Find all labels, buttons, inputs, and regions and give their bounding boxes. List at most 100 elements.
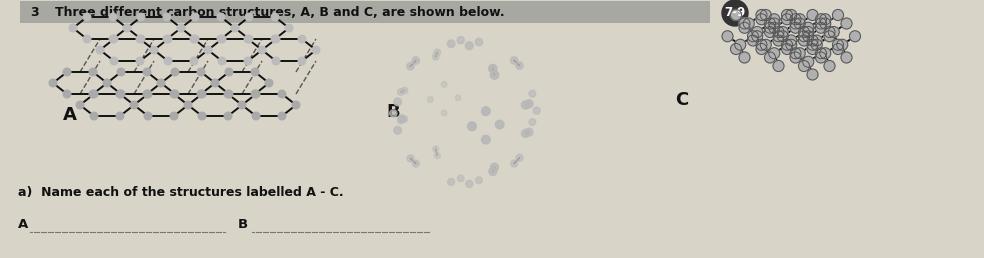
- Circle shape: [522, 130, 529, 138]
- Circle shape: [170, 90, 178, 98]
- Circle shape: [511, 160, 518, 167]
- Circle shape: [820, 48, 830, 59]
- Circle shape: [829, 27, 839, 37]
- Text: a)  Name each of the structures labelled A - C.: a) Name each of the structures labelled …: [18, 186, 343, 199]
- Circle shape: [756, 44, 767, 54]
- Circle shape: [212, 79, 218, 87]
- Circle shape: [231, 24, 239, 32]
- Circle shape: [807, 44, 818, 54]
- Circle shape: [278, 90, 285, 98]
- Circle shape: [841, 18, 852, 29]
- Circle shape: [164, 35, 172, 43]
- Circle shape: [748, 31, 759, 42]
- Circle shape: [117, 68, 125, 76]
- Circle shape: [190, 35, 198, 43]
- Circle shape: [816, 22, 827, 33]
- Text: C: C: [675, 91, 689, 109]
- Circle shape: [398, 115, 406, 123]
- Circle shape: [103, 79, 111, 87]
- Circle shape: [769, 14, 779, 25]
- Circle shape: [394, 98, 401, 106]
- Circle shape: [84, 13, 91, 21]
- Circle shape: [798, 31, 810, 42]
- Circle shape: [786, 39, 797, 50]
- Circle shape: [781, 14, 792, 25]
- Circle shape: [136, 57, 144, 65]
- Circle shape: [266, 79, 273, 87]
- Circle shape: [832, 44, 843, 54]
- Circle shape: [448, 179, 455, 186]
- Circle shape: [761, 10, 771, 20]
- Circle shape: [794, 48, 805, 59]
- Circle shape: [756, 14, 767, 25]
- Circle shape: [144, 90, 151, 98]
- Circle shape: [739, 22, 750, 33]
- Circle shape: [217, 13, 224, 21]
- Circle shape: [224, 90, 232, 98]
- Circle shape: [116, 112, 124, 120]
- Circle shape: [790, 48, 801, 59]
- Circle shape: [91, 90, 97, 98]
- Circle shape: [238, 101, 246, 109]
- Circle shape: [816, 18, 827, 29]
- Circle shape: [722, 0, 748, 26]
- Circle shape: [456, 95, 461, 101]
- Circle shape: [803, 27, 814, 37]
- Circle shape: [157, 79, 164, 87]
- Circle shape: [824, 27, 835, 37]
- Circle shape: [790, 18, 801, 29]
- Circle shape: [441, 82, 447, 87]
- Circle shape: [489, 168, 497, 175]
- FancyBboxPatch shape: [20, 1, 710, 23]
- Circle shape: [218, 57, 225, 65]
- Circle shape: [109, 35, 117, 43]
- Circle shape: [465, 180, 473, 188]
- Circle shape: [390, 110, 397, 117]
- Circle shape: [525, 100, 533, 108]
- Circle shape: [467, 122, 476, 131]
- Circle shape: [398, 88, 404, 95]
- Circle shape: [117, 90, 125, 98]
- Circle shape: [252, 112, 260, 120]
- Circle shape: [258, 46, 266, 54]
- Circle shape: [481, 107, 490, 116]
- Circle shape: [224, 112, 232, 120]
- Circle shape: [109, 13, 117, 21]
- Text: Three different carbon structures, A, B and C, are shown below.: Three different carbon structures, A, B …: [55, 6, 505, 20]
- Circle shape: [524, 102, 531, 108]
- Circle shape: [401, 116, 407, 122]
- Circle shape: [765, 18, 775, 29]
- Circle shape: [820, 14, 830, 25]
- Circle shape: [798, 35, 810, 46]
- Circle shape: [84, 35, 91, 43]
- Circle shape: [123, 24, 131, 32]
- Circle shape: [752, 27, 763, 37]
- Circle shape: [516, 154, 523, 161]
- Circle shape: [748, 35, 759, 46]
- Circle shape: [836, 39, 848, 50]
- Circle shape: [171, 68, 179, 76]
- Circle shape: [803, 22, 814, 33]
- Circle shape: [412, 160, 419, 167]
- Circle shape: [790, 14, 801, 25]
- Circle shape: [285, 24, 293, 32]
- Circle shape: [427, 96, 433, 102]
- Circle shape: [765, 52, 775, 63]
- Circle shape: [730, 10, 742, 20]
- Circle shape: [407, 155, 414, 162]
- Circle shape: [739, 18, 750, 29]
- Circle shape: [522, 101, 529, 109]
- Circle shape: [225, 90, 233, 98]
- Circle shape: [170, 112, 178, 120]
- Circle shape: [96, 46, 103, 54]
- Circle shape: [777, 27, 788, 37]
- Circle shape: [773, 60, 784, 71]
- Circle shape: [756, 10, 767, 20]
- Circle shape: [298, 35, 306, 43]
- Circle shape: [197, 68, 205, 76]
- Circle shape: [191, 13, 199, 21]
- Circle shape: [401, 87, 407, 94]
- Circle shape: [442, 110, 447, 116]
- Circle shape: [765, 22, 775, 33]
- Circle shape: [144, 68, 151, 76]
